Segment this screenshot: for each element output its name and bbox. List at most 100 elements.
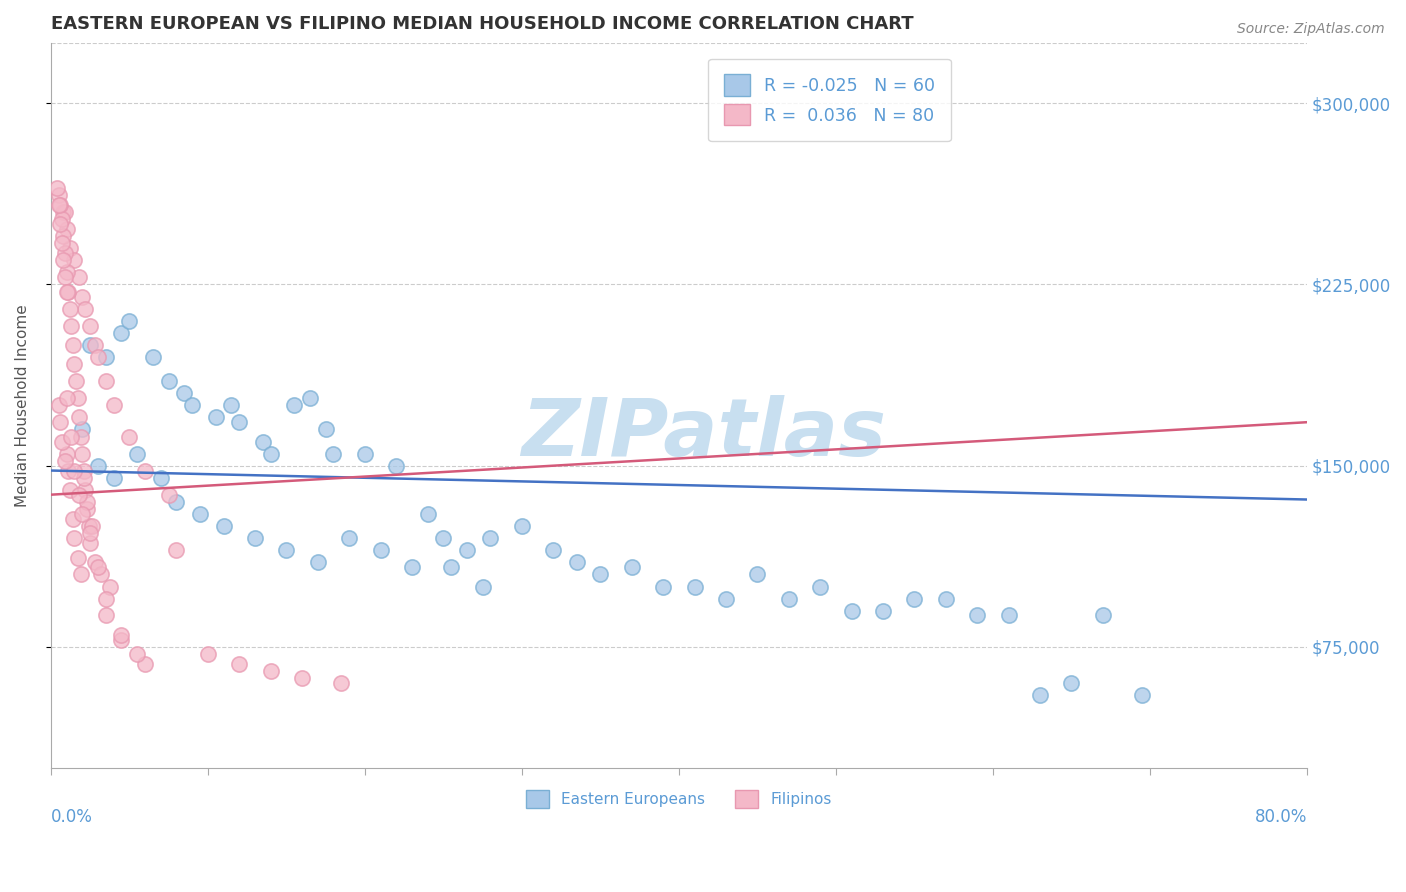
Point [714,591,737,606]
Point [197,647,219,661]
Legend: R = -0.025   N = 60, R =  0.036   N = 80: R = -0.025 N = 60, R = 0.036 N = 80 [709,59,950,141]
Point [118,314,141,328]
Point [353,447,375,461]
Point [903,591,925,606]
Point [79,526,101,541]
Point [165,543,187,558]
Point [173,386,195,401]
Point [652,580,675,594]
Point [62,338,84,352]
Point [228,415,250,429]
Point [56,463,79,477]
Point [56,285,79,299]
Point [188,507,211,521]
Point [75,301,97,316]
Point [103,471,125,485]
Point [471,580,494,594]
Point [75,483,97,497]
Point [778,591,800,606]
Point [440,560,463,574]
Point [541,543,564,558]
Point [221,398,243,412]
Y-axis label: Median Household Income: Median Household Income [15,304,30,507]
Point [53,454,76,468]
Point [307,555,329,569]
Point [181,398,204,412]
Point [63,531,86,545]
Point [298,391,321,405]
Point [1029,688,1052,702]
Point [110,628,132,642]
Point [48,188,70,202]
Point [66,391,89,405]
Text: EASTERN EUROPEAN VS FILIPINO MEDIAN HOUSEHOLD INCOME CORRELATION CHART: EASTERN EUROPEAN VS FILIPINO MEDIAN HOUS… [51,15,914,33]
Text: 80.0%: 80.0% [1254,807,1308,826]
Point [51,212,73,227]
Point [252,434,274,449]
Point [142,350,165,364]
Text: Source: ZipAtlas.com: Source: ZipAtlas.com [1237,22,1385,37]
Point [51,434,73,449]
Point [70,422,93,436]
Point [59,241,82,255]
Point [370,543,392,558]
Point [935,591,957,606]
Point [401,560,423,574]
Point [55,447,77,461]
Point [620,560,643,574]
Point [48,198,70,212]
Point [808,580,831,594]
Point [65,374,87,388]
Point [118,430,141,444]
Point [90,567,112,582]
Point [49,198,72,212]
Point [127,647,149,661]
Point [52,229,75,244]
Point [110,632,132,647]
Point [322,447,344,461]
Point [46,181,69,195]
Point [87,458,110,473]
Point [63,253,86,268]
Point [62,512,84,526]
Point [416,507,439,521]
Point [51,236,73,251]
Point [94,374,117,388]
Point [69,430,91,444]
Point [149,471,172,485]
Point [259,447,281,461]
Point [49,415,72,429]
Point [841,604,863,618]
Point [872,604,894,618]
Point [76,495,98,509]
Point [83,338,105,352]
Point [69,567,91,582]
Point [100,580,122,594]
Point [589,567,612,582]
Point [966,608,988,623]
Point [53,270,76,285]
Point [1091,608,1114,623]
Point [283,398,305,412]
Point [70,289,93,303]
Point [55,222,77,236]
Point [80,519,103,533]
Point [59,301,82,316]
Point [565,555,588,569]
Point [63,357,86,371]
Point [60,318,83,333]
Point [157,488,180,502]
Point [94,591,117,606]
Point [1060,676,1083,690]
Point [77,519,100,533]
Point [243,531,266,545]
Point [73,463,96,477]
Point [276,543,298,558]
Text: ZIPatlas: ZIPatlas [522,395,886,474]
Point [48,398,70,412]
Point [212,519,235,533]
Point [55,285,77,299]
Point [53,246,76,260]
Point [52,205,75,219]
Point [79,318,101,333]
